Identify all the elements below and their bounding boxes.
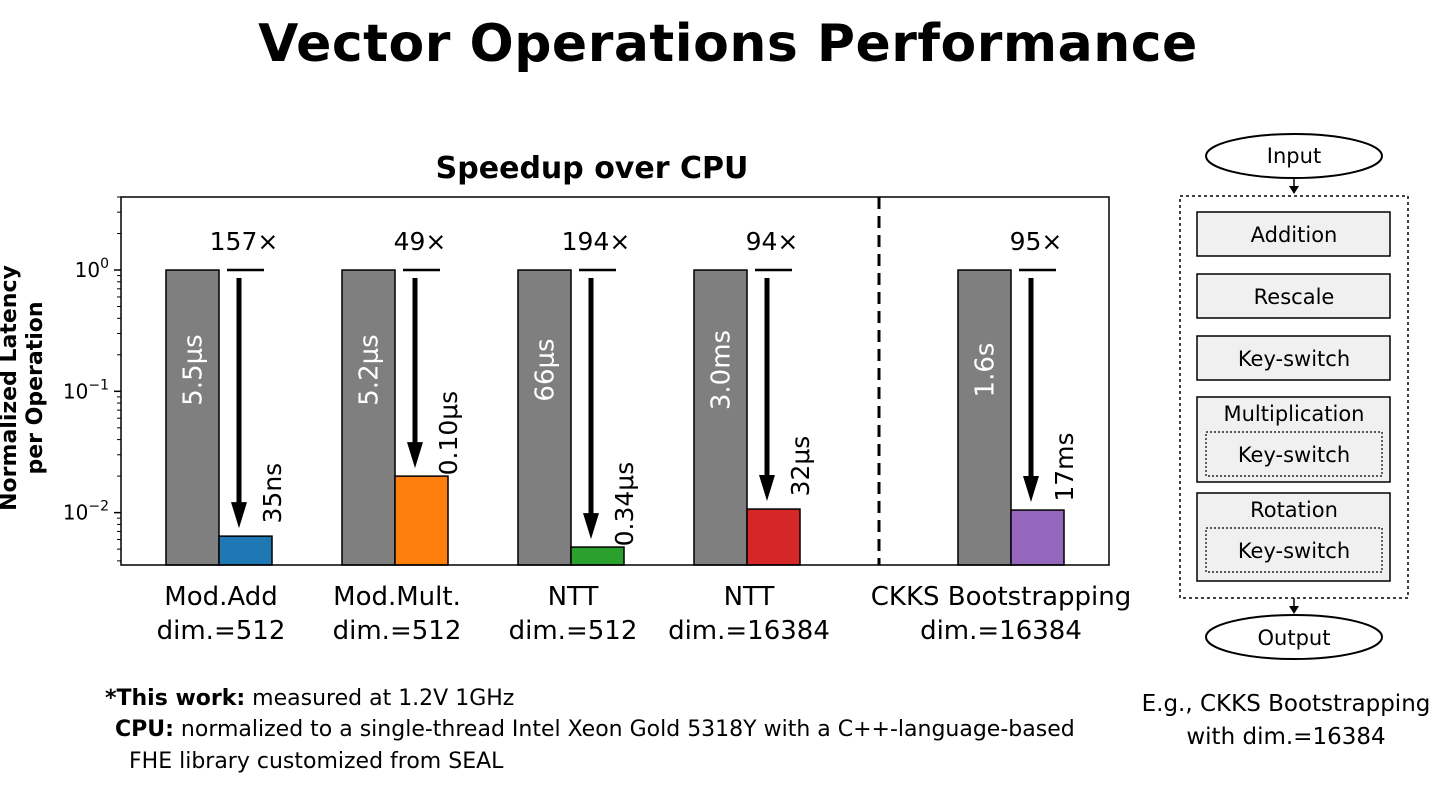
flow-caption-line-2: with dim.=16384 [1186,724,1386,750]
pipeline-substep-label: Key-switch [1238,539,1350,563]
accelerator-bar-label: 0.10μs [434,391,463,476]
cpu-bar-label: 3.0ms [707,330,737,410]
accelerator-bar-label: 0.34μs [610,462,639,547]
x-category-label: NTT [548,582,599,612]
footnote-cpu-text: normalized to a single-thread Intel Xeon… [173,717,1075,742]
x-category-label: dim.=16384 [668,616,830,646]
speedup-arrow-head [1023,476,1039,503]
x-category-label: Mod.Mult. [333,582,461,612]
accelerator-bar-label: 17ms [1050,432,1079,501]
accelerator-bar [570,546,625,566]
speedup-arrow-head [231,502,247,529]
accelerator-bar [1010,509,1065,566]
accelerator-bar-label: 32μs [786,436,815,497]
pipeline-step-label: Rotation [1250,498,1338,522]
pipeline-step-box [1196,273,1391,319]
pipeline-step-box [1196,335,1391,381]
cpu-bar-label: 5.2μs [355,334,385,405]
pipeline-step-box [1196,396,1391,483]
y-axis-label-line: Normalized Latency [0,265,22,511]
x-category-label: dim.=512 [157,616,286,646]
x-category-label: dim.=512 [333,616,462,646]
speedup-arrow-head [759,475,775,502]
y-tick-label: 10−1 [63,377,109,403]
y-tick-label: 10−2 [63,499,109,525]
output-label: Output [1258,626,1331,650]
bootstrapping-flow-diagram: Input Addition Rescale Key-switch Multiplica… [1179,133,1409,660]
cpu-bar [165,269,220,566]
speedup-label: 95× [1010,227,1063,256]
speedup-arrow-head [407,442,423,469]
chart-title: Speedup over CPU [436,151,749,186]
cpu-bar [957,269,1012,566]
footnote-line-3: FHE library customized from SEAL [129,749,504,774]
pipeline-step-label: Rescale [1254,285,1335,309]
x-category-label: NTT [724,582,775,612]
cpu-bar-label: 5.5μs [179,334,209,405]
footnote-cpu-label: CPU: [115,717,174,742]
pipeline-step-label: Key-switch [1238,347,1350,371]
footnote-this-work-label: *This work: [105,686,246,711]
y-tick-base: 10 [63,501,88,525]
page-title: Vector Operations Performance [258,14,1198,74]
y-axis-label: Normalized Latencyper Operation [0,265,48,511]
y-axis-label-line: per Operation [23,301,48,474]
x-category-label: dim.=512 [509,616,638,646]
pipeline-substep-label: Key-switch [1238,443,1350,467]
output-node [1205,614,1383,660]
flow-caption-line-1: E.g., CKKS Bootstrapping [1141,691,1431,717]
footnote-line-1: *This work: measured at 1.2V 1GHz [105,686,514,711]
speedup-label: 49× [394,227,447,256]
cpu-bar-label: 1.6s [971,343,1001,398]
cpu-bar [341,269,396,566]
cpu-bar-label: 66μs [531,338,561,401]
pipeline-substep-box [1205,527,1383,573]
cpu-bar [693,269,748,566]
footnote-line-2: CPU: normalized to a single-thread Intel… [115,717,1075,742]
input-label: Input [1267,144,1321,168]
pipeline-step-label: Addition [1251,223,1338,247]
bar-chart: Speedup over CPU Normalized Latencyper Op… [0,151,1131,646]
accelerator-bar [218,535,273,566]
y-tick-label: 100 [75,256,109,282]
y-tick-base: 10 [63,379,88,403]
x-category-label: CKKS Bootstrapping [871,582,1131,612]
accelerator-bar [746,508,801,566]
footnote-this-work-text: measured at 1.2V 1GHz [245,686,515,711]
x-category-label: Mod.Add [164,582,277,612]
speedup-label: 194× [562,227,631,256]
x-category-label: dim.=16384 [920,616,1082,646]
y-tick-exponent: −2 [88,499,109,515]
plot-frame [120,196,1110,566]
pipeline-step-box [1196,492,1391,582]
y-tick-base: 10 [75,258,100,282]
pipeline-substep-box [1205,431,1383,477]
pipeline-step-label: Multiplication [1224,402,1365,426]
cpu-bar [517,269,572,566]
speedup-label: 157× [210,227,279,256]
accelerator-bar [394,475,449,566]
accelerator-bar-label: 35ns [258,463,287,524]
speedup-label: 94× [746,227,799,256]
pipeline-step-box [1196,211,1391,257]
flow-caption: E.g., CKKS Bootstrapping with dim.=16384 [1138,688,1434,754]
y-tick-exponent: −1 [88,377,109,393]
input-arrow-head [1289,186,1299,194]
output-arrow-head [1289,606,1299,614]
y-tick-exponent: 0 [100,256,109,272]
speedup-arrow-head [583,513,599,540]
